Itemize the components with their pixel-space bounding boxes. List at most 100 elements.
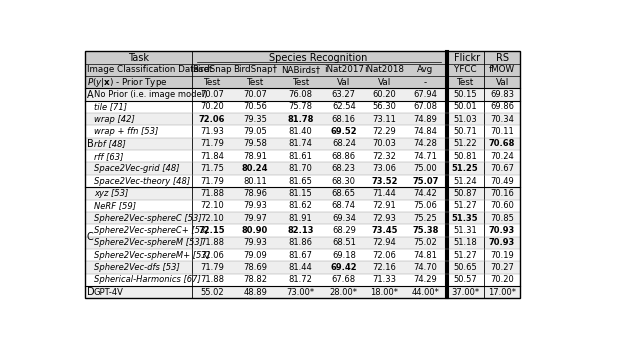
Text: 70.11: 70.11 (490, 127, 514, 136)
Text: 81.72: 81.72 (289, 275, 313, 284)
Bar (85, 175, 520, 187)
Bar (85, 113, 520, 125)
Text: 37.00*: 37.00* (451, 287, 479, 297)
Bar (85, 187, 520, 199)
Text: rff [63]: rff [63] (94, 152, 124, 161)
Text: No Prior (i.e. image model): No Prior (i.e. image model) (94, 90, 207, 99)
Text: 80.24: 80.24 (242, 164, 268, 173)
Text: 81.15: 81.15 (289, 189, 312, 198)
Text: A: A (87, 90, 93, 100)
Text: 63.27: 63.27 (332, 90, 356, 99)
Text: 81.62: 81.62 (289, 201, 313, 210)
Text: 75.07: 75.07 (412, 177, 438, 186)
Text: 70.20: 70.20 (200, 102, 224, 112)
Text: C: C (87, 232, 93, 241)
Text: iNat2017: iNat2017 (324, 65, 364, 74)
Text: 72.93: 72.93 (372, 213, 397, 223)
Text: 70.56: 70.56 (243, 102, 267, 112)
Text: 72.94: 72.94 (372, 238, 396, 247)
Text: 50.15: 50.15 (453, 90, 477, 99)
Text: 69.18: 69.18 (332, 251, 356, 260)
Text: YFCC: YFCC (454, 65, 476, 74)
Text: 71.79: 71.79 (200, 177, 224, 186)
Text: 78.69: 78.69 (243, 263, 267, 272)
Text: 81.65: 81.65 (289, 177, 313, 186)
Text: Avg: Avg (417, 65, 433, 74)
Text: 78.82: 78.82 (243, 275, 267, 284)
Bar (85, 125, 520, 138)
Text: 50.65: 50.65 (453, 263, 477, 272)
Text: 81.74: 81.74 (289, 139, 313, 148)
Text: 79.93: 79.93 (243, 201, 267, 210)
Text: 71.33: 71.33 (372, 275, 397, 284)
Text: 56.30: 56.30 (372, 102, 397, 112)
Bar (85, 212, 520, 224)
Bar (85, 138, 520, 150)
Text: 70.68: 70.68 (489, 139, 515, 148)
Text: 68.24: 68.24 (332, 139, 356, 148)
Bar (85, 249, 520, 261)
Text: 70.93: 70.93 (489, 238, 515, 247)
Text: 79.58: 79.58 (243, 139, 267, 148)
Text: Sphere2Vec-dfs [53]: Sphere2Vec-dfs [53] (94, 263, 180, 272)
Text: Sphere2Vec-sphereM+ [53]: Sphere2Vec-sphereM+ [53] (94, 251, 210, 260)
Bar (85, 76, 520, 88)
Text: 81.78: 81.78 (287, 115, 314, 124)
Text: 81.44: 81.44 (289, 263, 312, 272)
Text: Sphere2Vec-sphereC [53]: Sphere2Vec-sphereC [53] (94, 213, 202, 223)
Text: Test: Test (292, 78, 309, 87)
Text: 74.70: 74.70 (413, 263, 437, 272)
Text: 81.70: 81.70 (289, 164, 313, 173)
Text: 68.74: 68.74 (332, 201, 356, 210)
Text: 70.27: 70.27 (490, 263, 514, 272)
Text: 72.16: 72.16 (372, 263, 397, 272)
Text: 68.16: 68.16 (332, 115, 356, 124)
Text: 71.79: 71.79 (200, 139, 224, 148)
Bar (85, 261, 520, 273)
Text: GPT-4V: GPT-4V (94, 287, 124, 297)
Text: 79.35: 79.35 (243, 115, 267, 124)
Text: xyz [53]: xyz [53] (94, 189, 128, 198)
Text: 74.42: 74.42 (413, 189, 437, 198)
Text: 51.24: 51.24 (453, 177, 477, 186)
Bar (85, 88, 520, 101)
Text: 68.86: 68.86 (332, 152, 356, 161)
Text: iNat2018: iNat2018 (365, 65, 404, 74)
Text: 51.18: 51.18 (453, 238, 477, 247)
Text: 74.89: 74.89 (413, 115, 437, 124)
Text: 75.06: 75.06 (413, 201, 437, 210)
Bar (85, 199, 520, 212)
Text: 78.96: 78.96 (243, 189, 267, 198)
Text: 50.01: 50.01 (453, 102, 477, 112)
Text: 67.08: 67.08 (413, 102, 437, 112)
Text: 75.38: 75.38 (412, 226, 438, 235)
Text: 48.89: 48.89 (243, 287, 267, 297)
Text: 76.08: 76.08 (289, 90, 313, 99)
Bar (85, 51, 520, 64)
Text: Sphere2Vec-sphereC+ [53]: Sphere2Vec-sphereC+ [53] (94, 226, 209, 235)
Text: 60.20: 60.20 (372, 90, 396, 99)
Text: Image Classification Dataset: Image Classification Dataset (87, 65, 212, 74)
Text: BirdSnap†: BirdSnap† (233, 65, 277, 74)
Text: Task: Task (128, 53, 148, 63)
Text: rbf [48]: rbf [48] (94, 139, 125, 148)
Text: 81.61: 81.61 (289, 152, 313, 161)
Text: Test: Test (204, 78, 221, 87)
Text: 70.20: 70.20 (490, 275, 514, 284)
Text: 71.44: 71.44 (372, 189, 396, 198)
Text: B: B (87, 139, 93, 149)
Text: 70.67: 70.67 (490, 164, 514, 173)
Bar (85, 224, 520, 237)
Text: Test: Test (246, 78, 264, 87)
Text: 81.40: 81.40 (289, 127, 312, 136)
Text: 70.07: 70.07 (243, 90, 267, 99)
Text: 74.71: 74.71 (413, 152, 437, 161)
Text: 72.32: 72.32 (372, 152, 397, 161)
Text: 51.27: 51.27 (453, 251, 477, 260)
Text: 72.29: 72.29 (372, 127, 396, 136)
Text: Species Recognition: Species Recognition (269, 53, 368, 63)
Bar (85, 237, 520, 249)
Text: 73.52: 73.52 (371, 177, 398, 186)
Text: 74.81: 74.81 (413, 251, 437, 260)
Text: 72.10: 72.10 (200, 201, 224, 210)
